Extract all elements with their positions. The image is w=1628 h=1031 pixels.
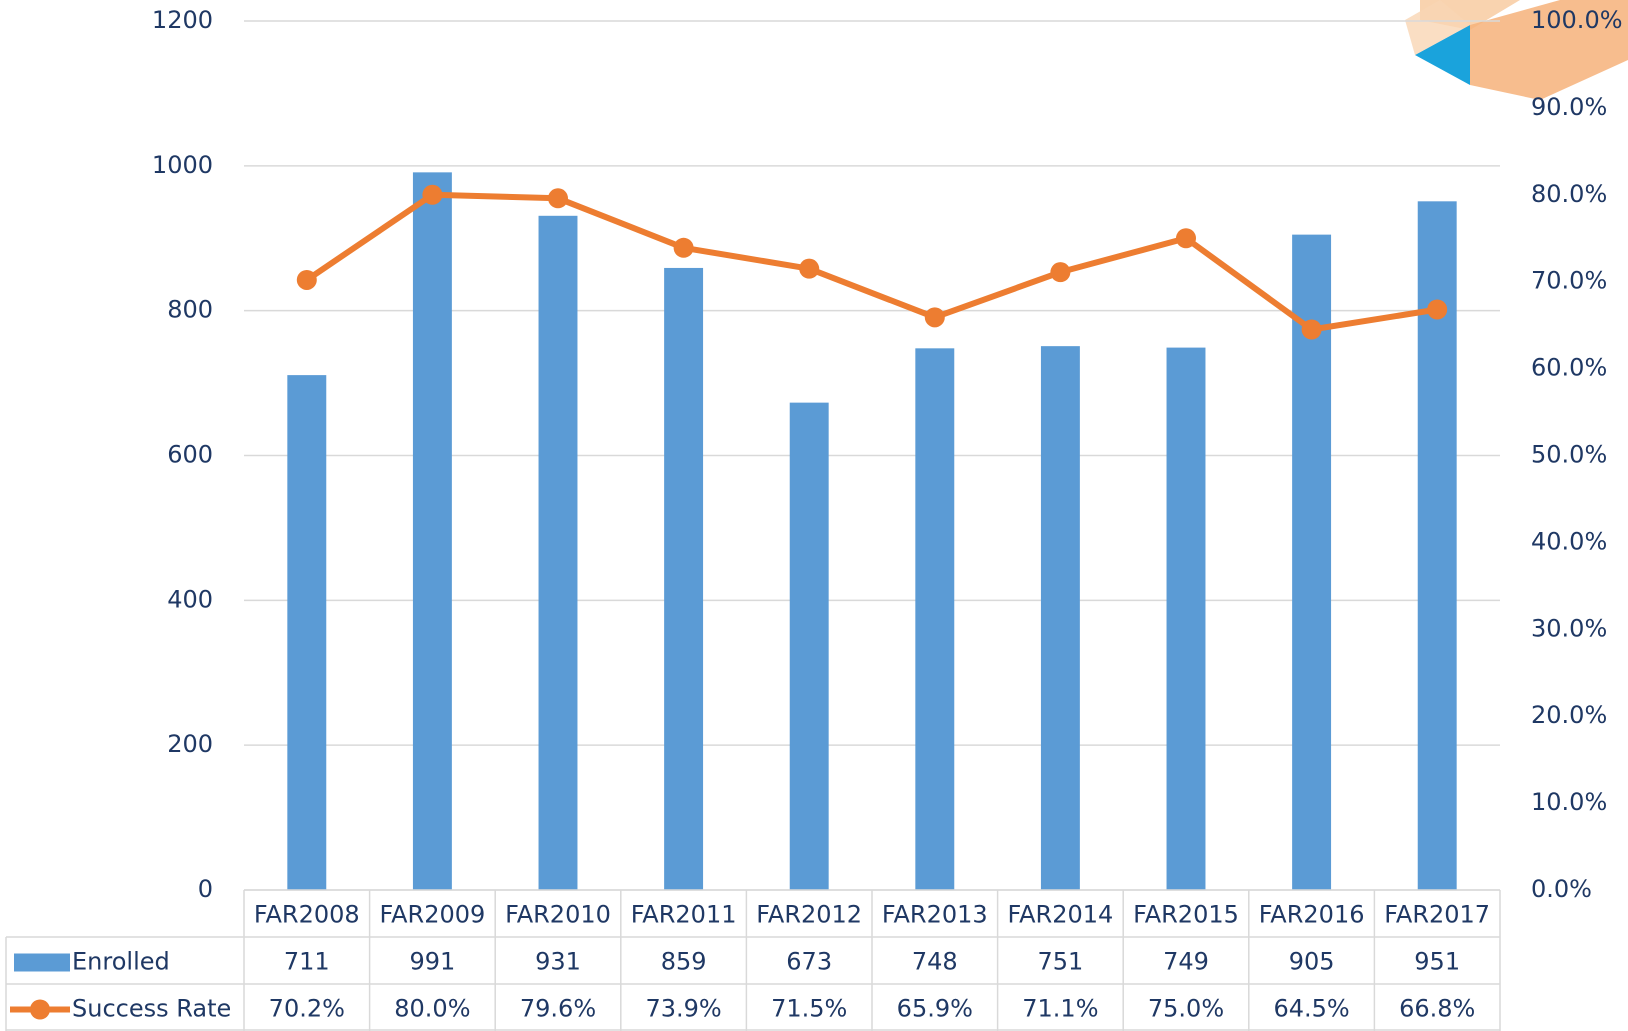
- y2-tick-label: 30.0%: [1531, 614, 1607, 642]
- marker: [1427, 299, 1448, 320]
- x-tick-label: FAR2009: [380, 901, 486, 929]
- table-value: 673: [786, 948, 832, 976]
- y2-tick-label: 60.0%: [1531, 354, 1607, 382]
- table-value: 66.8%: [1399, 995, 1475, 1023]
- table-value: 991: [409, 948, 455, 976]
- bar: [1040, 346, 1080, 890]
- x-tick-label: FAR2010: [505, 901, 611, 929]
- marker: [422, 184, 443, 205]
- y-tick-label: 800: [167, 296, 213, 324]
- table-value: 79.6%: [520, 995, 596, 1023]
- table-value: 931: [535, 948, 581, 976]
- legend-swatch: [14, 953, 70, 972]
- y2-tick-label: 10.0%: [1531, 788, 1607, 816]
- y-tick-label: 0: [198, 875, 213, 903]
- table-value: 71.1%: [1022, 995, 1098, 1023]
- legend-marker: [30, 999, 50, 1020]
- bar: [1166, 347, 1206, 891]
- y-tick-label: 1000: [152, 151, 213, 179]
- table-value: 748: [912, 948, 958, 976]
- marker: [1176, 228, 1196, 249]
- bar: [538, 215, 578, 890]
- y2-tick-label: 50.0%: [1531, 441, 1607, 469]
- bar: [915, 348, 955, 890]
- table-value: 80.0%: [394, 995, 470, 1023]
- x-tick-label: FAR2016: [1259, 901, 1365, 929]
- x-tick-label: FAR2013: [882, 901, 988, 929]
- marker: [296, 269, 317, 290]
- y2-tick-label: 80.0%: [1531, 180, 1607, 208]
- y-tick-label: 1200: [152, 6, 213, 34]
- y2-tick-label: 90.0%: [1531, 93, 1607, 121]
- table-value: 951: [1414, 948, 1460, 976]
- table-value: 64.5%: [1273, 995, 1349, 1023]
- bar: [287, 375, 327, 890]
- x-tick-label: FAR2014: [1008, 901, 1114, 929]
- y-tick-label: 400: [167, 585, 213, 613]
- line: [305, 191, 1438, 333]
- table-value: 749: [1163, 948, 1209, 976]
- marker: [799, 258, 820, 279]
- bar: [789, 402, 829, 890]
- table-value: 711: [284, 948, 330, 976]
- x-tick-label: FAR2008: [254, 901, 360, 929]
- marker: [1050, 262, 1071, 283]
- bar: [1292, 234, 1332, 891]
- marker: [673, 237, 694, 258]
- marker: [924, 307, 945, 328]
- y2-tick-label: 70.0%: [1531, 267, 1607, 295]
- x-tick-label: FAR2011: [631, 901, 737, 929]
- table-value: 70.2%: [269, 995, 345, 1023]
- x-tick-label: FAR2012: [756, 901, 862, 929]
- x-tick-label: FAR2015: [1133, 901, 1239, 929]
- marker: [548, 188, 568, 209]
- table-value: 859: [661, 948, 707, 976]
- table-value: 73.9%: [645, 995, 721, 1023]
- y2-tick-label: 40.0%: [1531, 527, 1607, 555]
- x-tick-label: FAR2017: [1384, 901, 1490, 929]
- y2-tick-label: 100.0%: [1531, 6, 1623, 34]
- bar: [664, 267, 704, 891]
- table-value: 65.9%: [897, 995, 973, 1023]
- legend-label: Success Rate: [72, 995, 231, 1023]
- legend-label: Enrolled: [72, 948, 170, 976]
- table-value: 75.0%: [1148, 995, 1224, 1023]
- table-value: 905: [1289, 948, 1335, 976]
- y2-tick-label: 20.0%: [1531, 701, 1607, 729]
- y-tick-label: 200: [167, 730, 213, 758]
- y-tick-label: 600: [167, 441, 213, 469]
- logo: [1405, 0, 1628, 100]
- table-value: 751: [1037, 948, 1083, 976]
- marker: [1301, 319, 1322, 340]
- bar: [412, 172, 452, 890]
- y2-tick-label: 0.0%: [1531, 875, 1592, 903]
- table-value: 71.5%: [771, 995, 847, 1023]
